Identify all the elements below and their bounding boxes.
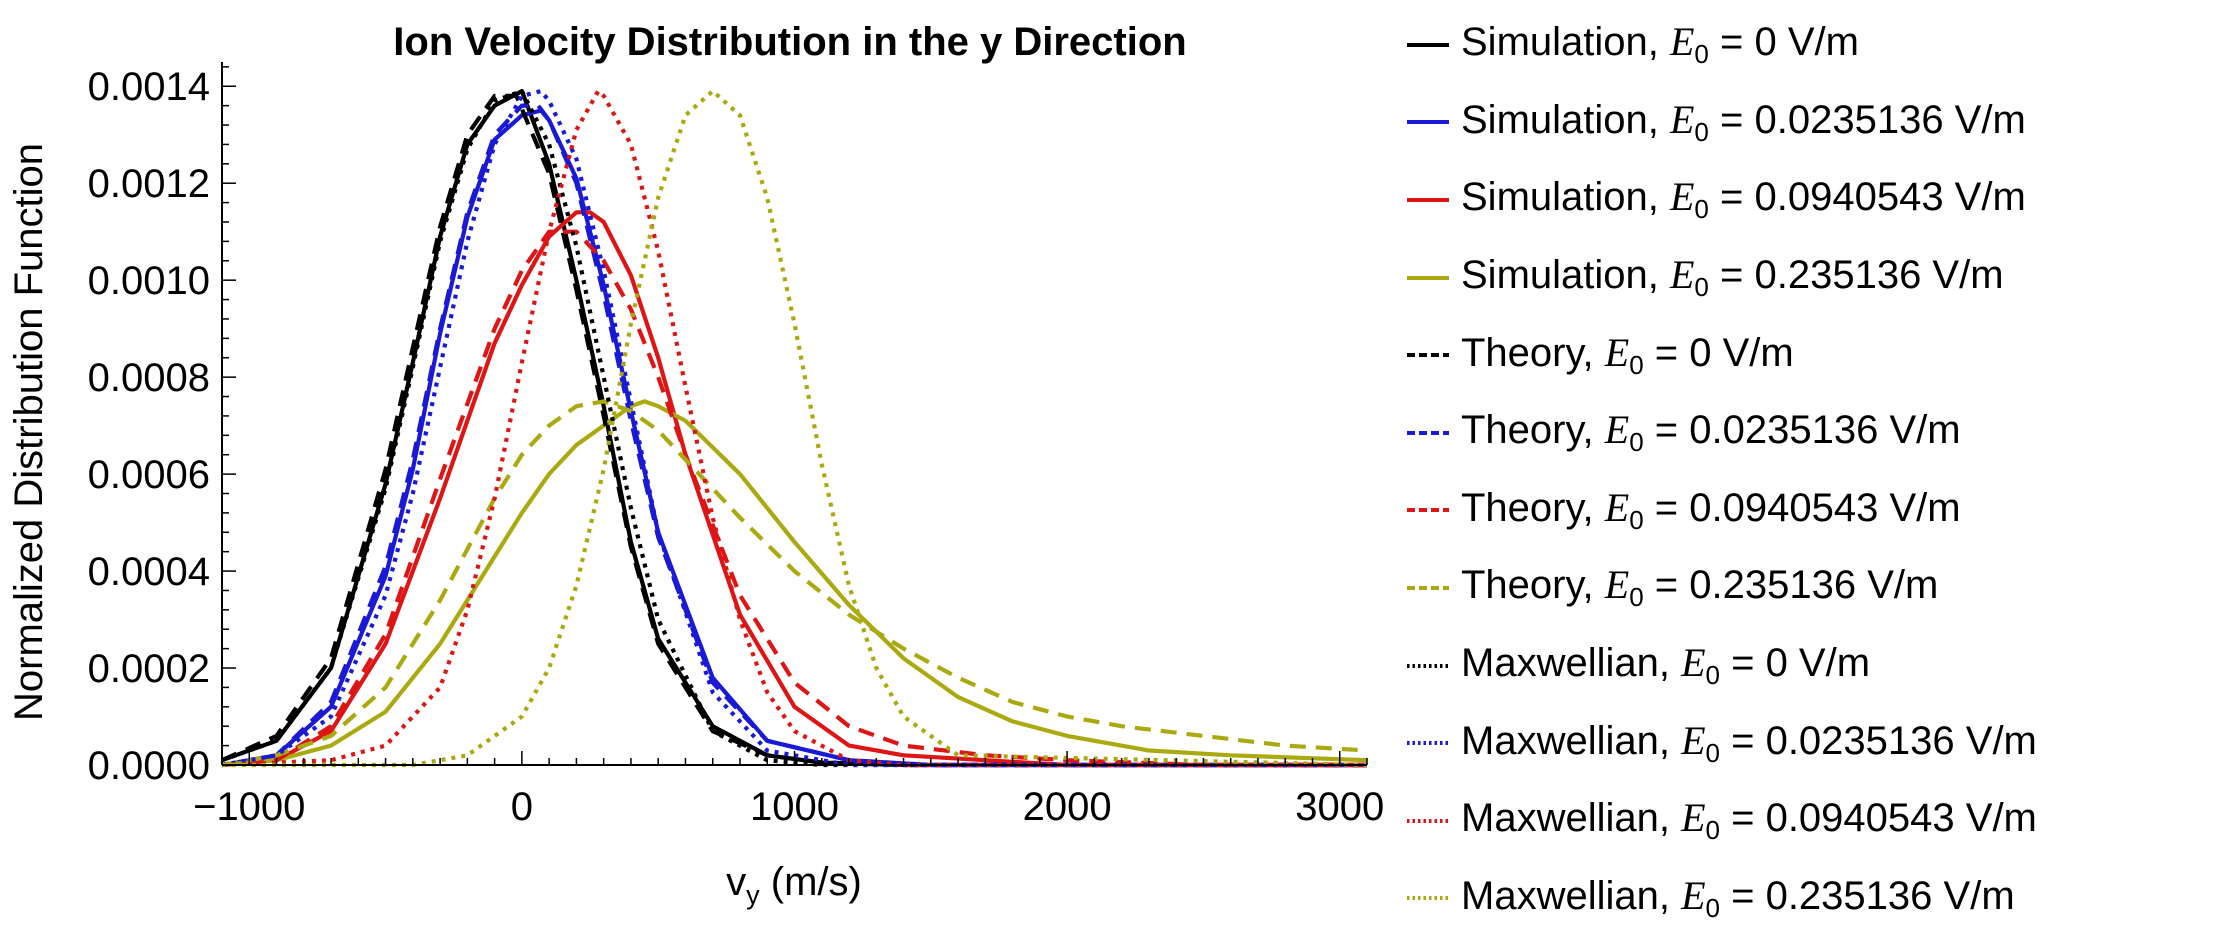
legend-swatch: [1407, 42, 1449, 47]
legend-swatch: [1407, 508, 1449, 513]
x-axis-label-sub: y: [746, 880, 760, 910]
plot-area: [221, 89, 1368, 768]
legend: Simulation, E0 = 0 V/m Simulation, E0 = 0…: [1405, 6, 2210, 937]
y-tick-label: 0.0014: [88, 65, 210, 109]
legend-label: Theory, E0 = 0.0235136 V/m: [1461, 407, 1961, 458]
legend-item-11: Maxwellian, E0 = 0.0940543 V/m: [1405, 782, 2210, 860]
legend-label: Simulation, E0 = 0 V/m: [1461, 19, 1859, 70]
series-line-3: [221, 210, 1367, 768]
legend-item-5: Theory, E0 = 0 V/m: [1405, 316, 2210, 394]
y-axis-label: Normalized Distribution Function: [7, 143, 51, 721]
y-tick-label: 0.0002: [88, 647, 210, 691]
legend-swatch: [1407, 430, 1449, 435]
x-axis-label-main: v: [726, 860, 746, 904]
legend-label: Simulation, E0 = 0.0235136 V/m: [1461, 96, 2026, 147]
x-tick-label: 2000: [1023, 785, 1112, 829]
legend-item-12: Maxwellian, E0 = 0.235136 V/m: [1405, 860, 2210, 937]
series-line-4: [221, 399, 1368, 768]
legend-swatch: [1407, 120, 1449, 125]
series-line-11: [221, 89, 1367, 768]
y-tick-label: 0.0004: [88, 550, 210, 594]
legend-item-10: Maxwellian, E0 = 0.0235136 V/m: [1405, 704, 2210, 782]
legend-swatch: [1407, 818, 1449, 823]
axes: −1000 0 1000 2000 3000 0.0000 0.0002 0.0004 0.00…: [88, 62, 1384, 829]
legend-swatch: [1407, 585, 1449, 590]
legend-swatch: [1407, 197, 1449, 202]
legend-swatch: [1407, 896, 1449, 901]
x-tick-label: 1000: [750, 785, 839, 829]
legend-label: Maxwellian, E0 = 0 V/m: [1461, 640, 1871, 691]
legend-swatch: [1407, 663, 1449, 668]
legend-label: Maxwellian, E0 = 0.0235136 V/m: [1461, 717, 2037, 768]
legend-item-6: Theory, E0 = 0.0235136 V/m: [1405, 394, 2210, 472]
series-line-8: [221, 399, 1368, 768]
series-line-2: [221, 108, 1367, 768]
y-tick-label: 0.0000: [88, 744, 210, 788]
legend-swatch: [1407, 741, 1449, 746]
legend-item-7: Theory, E0 = 0.0940543 V/m: [1405, 472, 2210, 550]
legend-item-9: Maxwellian, E0 = 0 V/m: [1405, 627, 2210, 705]
series-line-5: [221, 93, 1367, 768]
series-line-12: [222, 89, 1368, 768]
legend-label: Maxwellian, E0 = 0.235136 V/m: [1461, 872, 2015, 923]
y-tick-label: 0.0012: [88, 162, 210, 206]
legend-item-1: Simulation, E0 = 0 V/m: [1405, 6, 2210, 84]
legend-label: Maxwellian, E0 = 0.0940543 V/m: [1461, 795, 2037, 846]
series-line-6: [221, 103, 1367, 768]
legend-label: Theory, E0 = 0 V/m: [1461, 329, 1794, 380]
legend-label: Simulation, E0 = 0.0940543 V/m: [1461, 174, 2026, 225]
chart-title: Ion Velocity Distribution in the y Direc…: [393, 20, 1186, 64]
legend-label: Theory, E0 = 0.0940543 V/m: [1461, 484, 1961, 535]
series-line-10: [221, 89, 1367, 768]
legend-item-2: Simulation, E0 = 0.0235136 V/m: [1405, 84, 2210, 162]
x-axis-label: vy (m/s): [726, 860, 862, 910]
y-tick-label: 0.0008: [88, 356, 210, 400]
legend-swatch: [1407, 353, 1449, 358]
x-axis-label-unit: (m/s): [760, 860, 862, 904]
legend-item-4: Simulation, E0 = 0.235136 V/m: [1405, 239, 2210, 317]
legend-label: Theory, E0 = 0.235136 V/m: [1461, 562, 1939, 613]
x-tick-label: −1000: [193, 785, 305, 829]
legend-label: Simulation, E0 = 0.235136 V/m: [1461, 252, 2004, 303]
legend-swatch: [1407, 275, 1449, 280]
chart: Ion Velocity Distribution in the y Direc…: [7, 20, 1384, 910]
x-tick-label: 3000: [1295, 785, 1384, 829]
y-tick-label: 0.0006: [88, 453, 210, 497]
legend-item-3: Simulation, E0 = 0.0940543 V/m: [1405, 161, 2210, 239]
y-tick-label: 0.0010: [88, 259, 210, 303]
x-tick-label: 0: [511, 785, 533, 829]
legend-item-8: Theory, E0 = 0.235136 V/m: [1405, 549, 2210, 627]
series-line-7: [221, 229, 1367, 768]
